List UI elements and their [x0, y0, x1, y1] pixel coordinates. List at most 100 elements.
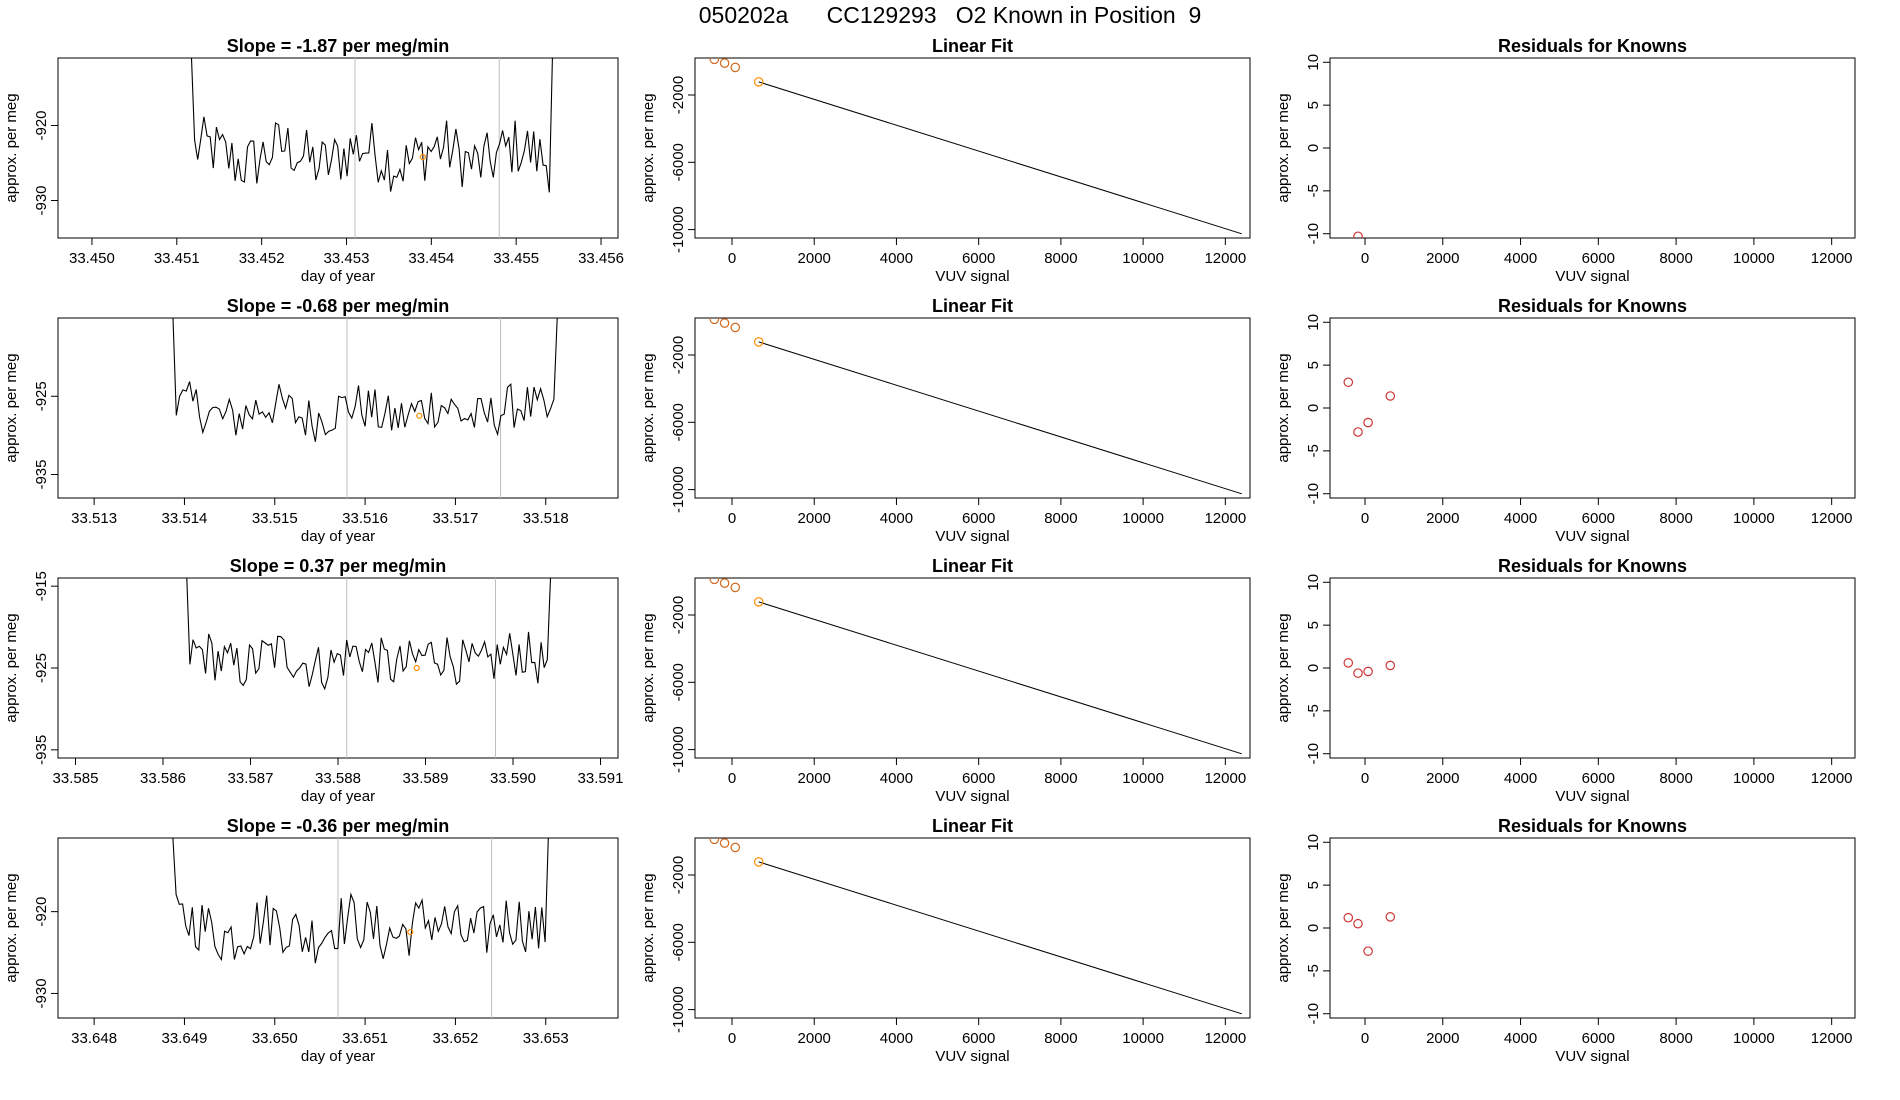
y-axis-label: approx. per meg	[1275, 613, 1292, 722]
plot-frame	[1329, 837, 1856, 1019]
panel-4-2: Linear Fit 0 2000 4000 6000 8000 10000 12000 -20…	[640, 816, 1251, 1065]
y-tick-label: -5	[1305, 184, 1322, 197]
x-axis-label: VUV signal	[935, 528, 1009, 545]
x-tick-label: 10000	[1733, 1030, 1775, 1047]
x-tick-label: 10000	[1122, 510, 1164, 527]
panel-title: Residuals for Knowns	[1498, 296, 1687, 316]
y-tick-label: -10	[1305, 483, 1322, 505]
panel-title: Linear Fit	[932, 816, 1013, 836]
y-tick-label: -10000	[670, 726, 687, 773]
highlight-point	[413, 664, 420, 672]
x-tick-label: 0	[1361, 1030, 1369, 1047]
known-point	[730, 842, 741, 853]
y-tick-label: -935	[33, 735, 50, 765]
y-axis-label: approx. per meg	[1275, 353, 1292, 462]
x-tick-label: 33.454	[408, 250, 454, 267]
x-axis-label: VUV signal	[1555, 268, 1629, 285]
x-axis-label: day of year	[301, 528, 375, 545]
x-tick-label: 33.456	[578, 250, 624, 267]
plot-frame	[694, 317, 1251, 499]
y-tick-label: -6000	[670, 403, 687, 441]
x-tick-label: 6000	[1582, 250, 1615, 267]
x-tick-label: 0	[1361, 510, 1369, 527]
residual-point	[1363, 417, 1373, 428]
y-tick-label: -2000	[670, 76, 687, 114]
x-tick-label: 10000	[1122, 1030, 1164, 1047]
x-tick-label: 8000	[1659, 250, 1692, 267]
x-tick-label: 33.452	[239, 250, 285, 267]
known-point	[719, 58, 730, 68]
known-point	[709, 318, 720, 325]
known-point	[753, 337, 764, 347]
data-trace-line	[172, 838, 549, 964]
known-point	[730, 322, 741, 333]
known-point	[730, 582, 741, 593]
panel-4-1: Slope = -0.36 per meg/min 33.648 33.649 33.…	[3, 816, 619, 1065]
plot-frame	[57, 577, 619, 759]
panel-title: Residuals for Knowns	[1498, 816, 1687, 836]
plot-frame	[694, 837, 1251, 1019]
known-point	[753, 77, 764, 87]
x-tick-label: 12000	[1811, 1030, 1853, 1047]
panel-2-2: Linear Fit 0 2000 4000 6000 8000 10000 12000 -20…	[640, 296, 1251, 545]
x-tick-label: 33.518	[523, 510, 569, 527]
residual-point	[1363, 946, 1373, 956]
page-title: 050202a CC129293 O2 Known in Position 9	[698, 2, 1202, 28]
x-tick-label: 0	[728, 770, 736, 787]
plot-frame	[1329, 57, 1856, 239]
highlight-point	[407, 928, 414, 936]
y-tick-label: -935	[33, 460, 50, 490]
x-tick-label: 33.648	[71, 1030, 117, 1047]
x-tick-label: 33.588	[315, 770, 361, 787]
y-tick-label: 0	[1305, 924, 1322, 932]
x-tick-label: 33.590	[490, 770, 536, 787]
y-tick-label: -2000	[670, 596, 687, 634]
known-point	[753, 857, 764, 867]
x-tick-label: 33.515	[252, 510, 298, 527]
residual-point	[1343, 912, 1354, 923]
residual-point	[1343, 377, 1354, 388]
known-point	[730, 62, 741, 73]
y-tick-label: -10000	[670, 206, 687, 253]
x-tick-label: 0	[728, 510, 736, 527]
y-axis-label: approx. per meg	[1275, 93, 1292, 202]
x-tick-label: 33.652	[432, 1030, 478, 1047]
y-tick-label: -2000	[670, 336, 687, 374]
x-tick-label: 33.517	[432, 510, 478, 527]
x-tick-label: 4000	[1504, 770, 1537, 787]
x-tick-label: 12000	[1204, 250, 1246, 267]
residual-point	[1363, 666, 1373, 677]
plot-frame	[1329, 317, 1856, 499]
x-tick-label: 0	[1361, 770, 1369, 787]
y-tick-label: -5	[1305, 444, 1322, 457]
data-trace-line	[172, 318, 558, 442]
residual-point	[1385, 391, 1396, 401]
y-axis-label: approx. per meg	[3, 93, 20, 202]
y-tick-label: -930	[33, 978, 50, 1008]
x-tick-label: 2000	[1426, 510, 1459, 527]
x-tick-label: 8000	[1659, 510, 1692, 527]
x-tick-label: 33.650	[252, 1030, 298, 1047]
x-tick-label: 6000	[1582, 510, 1615, 527]
x-axis-label: day of year	[301, 268, 375, 285]
data-trace-line	[186, 578, 552, 691]
y-axis-label: approx. per meg	[3, 873, 20, 982]
x-tick-label: 0	[728, 250, 736, 267]
y-tick-label: -925	[33, 653, 50, 683]
x-tick-label: 8000	[1659, 770, 1692, 787]
y-axis-label: approx. per meg	[3, 353, 20, 462]
highlight-point	[416, 412, 423, 419]
panel-1-1: Slope = -1.87 per meg/min 33.450 33.451 33.…	[3, 36, 624, 285]
y-axis-label: approx. per meg	[640, 93, 657, 202]
residual-point	[1353, 918, 1363, 929]
x-tick-label: 10000	[1733, 770, 1775, 787]
fit-line	[758, 81, 1242, 235]
y-tick-label: -10	[1305, 743, 1322, 765]
panel-title: Slope = -1.87 per meg/min	[227, 36, 450, 56]
residual-point	[1353, 231, 1363, 238]
y-tick-label: -10	[1305, 223, 1322, 245]
x-tick-label: 4000	[1504, 510, 1537, 527]
x-tick-label: 6000	[962, 770, 995, 787]
